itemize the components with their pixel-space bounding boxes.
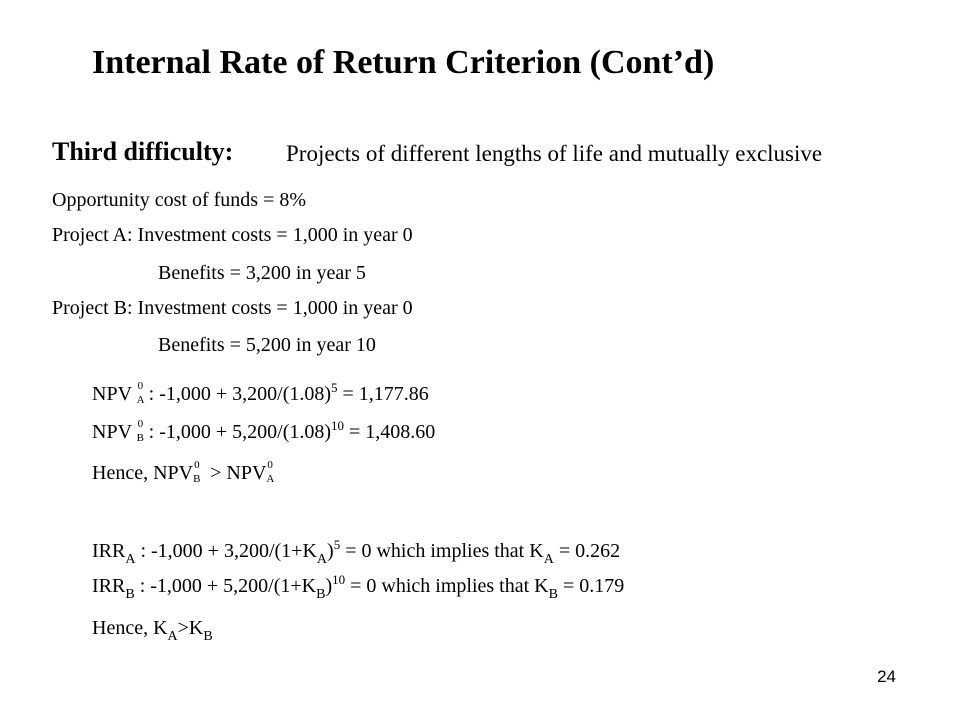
npv-b-exp: 10 [331,418,345,433]
npv-a-label: NPV [92,383,132,405]
opportunity-cost-line: Opportunity cost of funds = 8% [52,189,307,211]
irr-a-expr1: : -1,000 + 3,200/(1+K [135,540,317,562]
irr-hence-mid: >K [177,617,204,639]
npv-a-index: 0 A [136,380,149,406]
npv-hence-sup-a: 0 [267,459,273,471]
section-heading: Third difficulty: [52,137,234,166]
irr-a-expr2: = 0 which implies that K [340,540,544,562]
irr-b-label: IRR [92,575,126,597]
irr-a-label: IRR [92,540,126,562]
irr-b-close: ) [325,575,333,597]
irr-b-expr2: = 0 which implies that K [345,575,549,597]
irr-hence-prefix: Hence, K [92,617,168,639]
irr-a-k2-sub: A [543,552,554,567]
irr-b-k-sub: B [316,587,326,602]
npv-hence-sub-b: B [193,473,201,485]
npv-b-equation: NPV 0 B : -1,000 + 5,200/(1.08)10 = 1,40… [92,418,436,444]
irr-a-equation: IRRA : -1,000 + 3,200/(1+KA)5 = 0 which … [92,537,621,567]
irr-a-close: ) [327,540,334,562]
npv-b-sub: B [136,432,144,444]
irr-a-sub: A [125,552,136,567]
npv-hence-mid: > NPV [205,462,267,484]
page-number: 24 [877,667,896,686]
npv-b-expr: : -1,000 + 5,200/(1.08) [148,421,332,443]
npv-hence-index-a: 0 A [266,459,278,485]
project-a-benefit-line: Benefits = 3,200 in year 5 [158,262,366,284]
irr-a-exp: 5 [333,537,341,552]
irr-conclusion: Hence, KA>KB [92,617,213,644]
irr-hence-sub-a: A [167,629,178,644]
section-description: Projects of different lengths of life an… [286,141,823,166]
npv-b-result: = 1,408.60 [344,421,436,443]
irr-b-result: = 0.179 [557,575,625,597]
project-b-benefit-line: Benefits = 5,200 in year 10 [158,334,376,356]
irr-b-exp: 10 [332,572,346,587]
project-b-line: Project B: Investment costs = 1,000 in y… [52,297,413,319]
irr-b-expr1: : -1,000 + 5,200/(1+K [134,575,317,597]
irr-a-k-sub: A [316,552,328,567]
npv-a-equation: NPV 0 A : -1,000 + 3,200/(1.08)5 = 1,177… [92,380,429,406]
npv-a-sub: A [136,394,145,406]
project-a-line: Project A: Investment costs = 1,000 in y… [52,224,413,246]
irr-b-sub: B [125,587,135,602]
npv-b-sup: 0 [137,418,144,430]
npv-hence-sub-a: A [266,473,275,485]
npv-hence-sup-b: 0 [194,459,200,471]
irr-b-k2-sub: B [548,587,558,602]
npv-conclusion: Hence, NPV 0 B > NPV 0 A [92,459,278,485]
npv-a-expr: : -1,000 + 3,200/(1.08) [148,383,332,405]
npv-b-index: 0 B [136,418,149,444]
npv-b-label: NPV [92,421,132,443]
npv-hence-index-b: 0 B [193,459,205,485]
npv-hence-prefix: Hence, NPV [92,462,194,484]
npv-a-result: = 1,177.86 [337,383,429,405]
irr-b-equation: IRRB : -1,000 + 5,200/(1+KB)10 = 0 which… [92,572,625,602]
slide-title: Internal Rate of Return Criterion (Cont’… [92,44,715,81]
irr-a-result: = 0.262 [553,540,621,562]
npv-a-sup: 0 [137,380,144,392]
npv-a-exp: 5 [331,380,338,395]
irr-hence-sub-b: B [203,629,213,644]
